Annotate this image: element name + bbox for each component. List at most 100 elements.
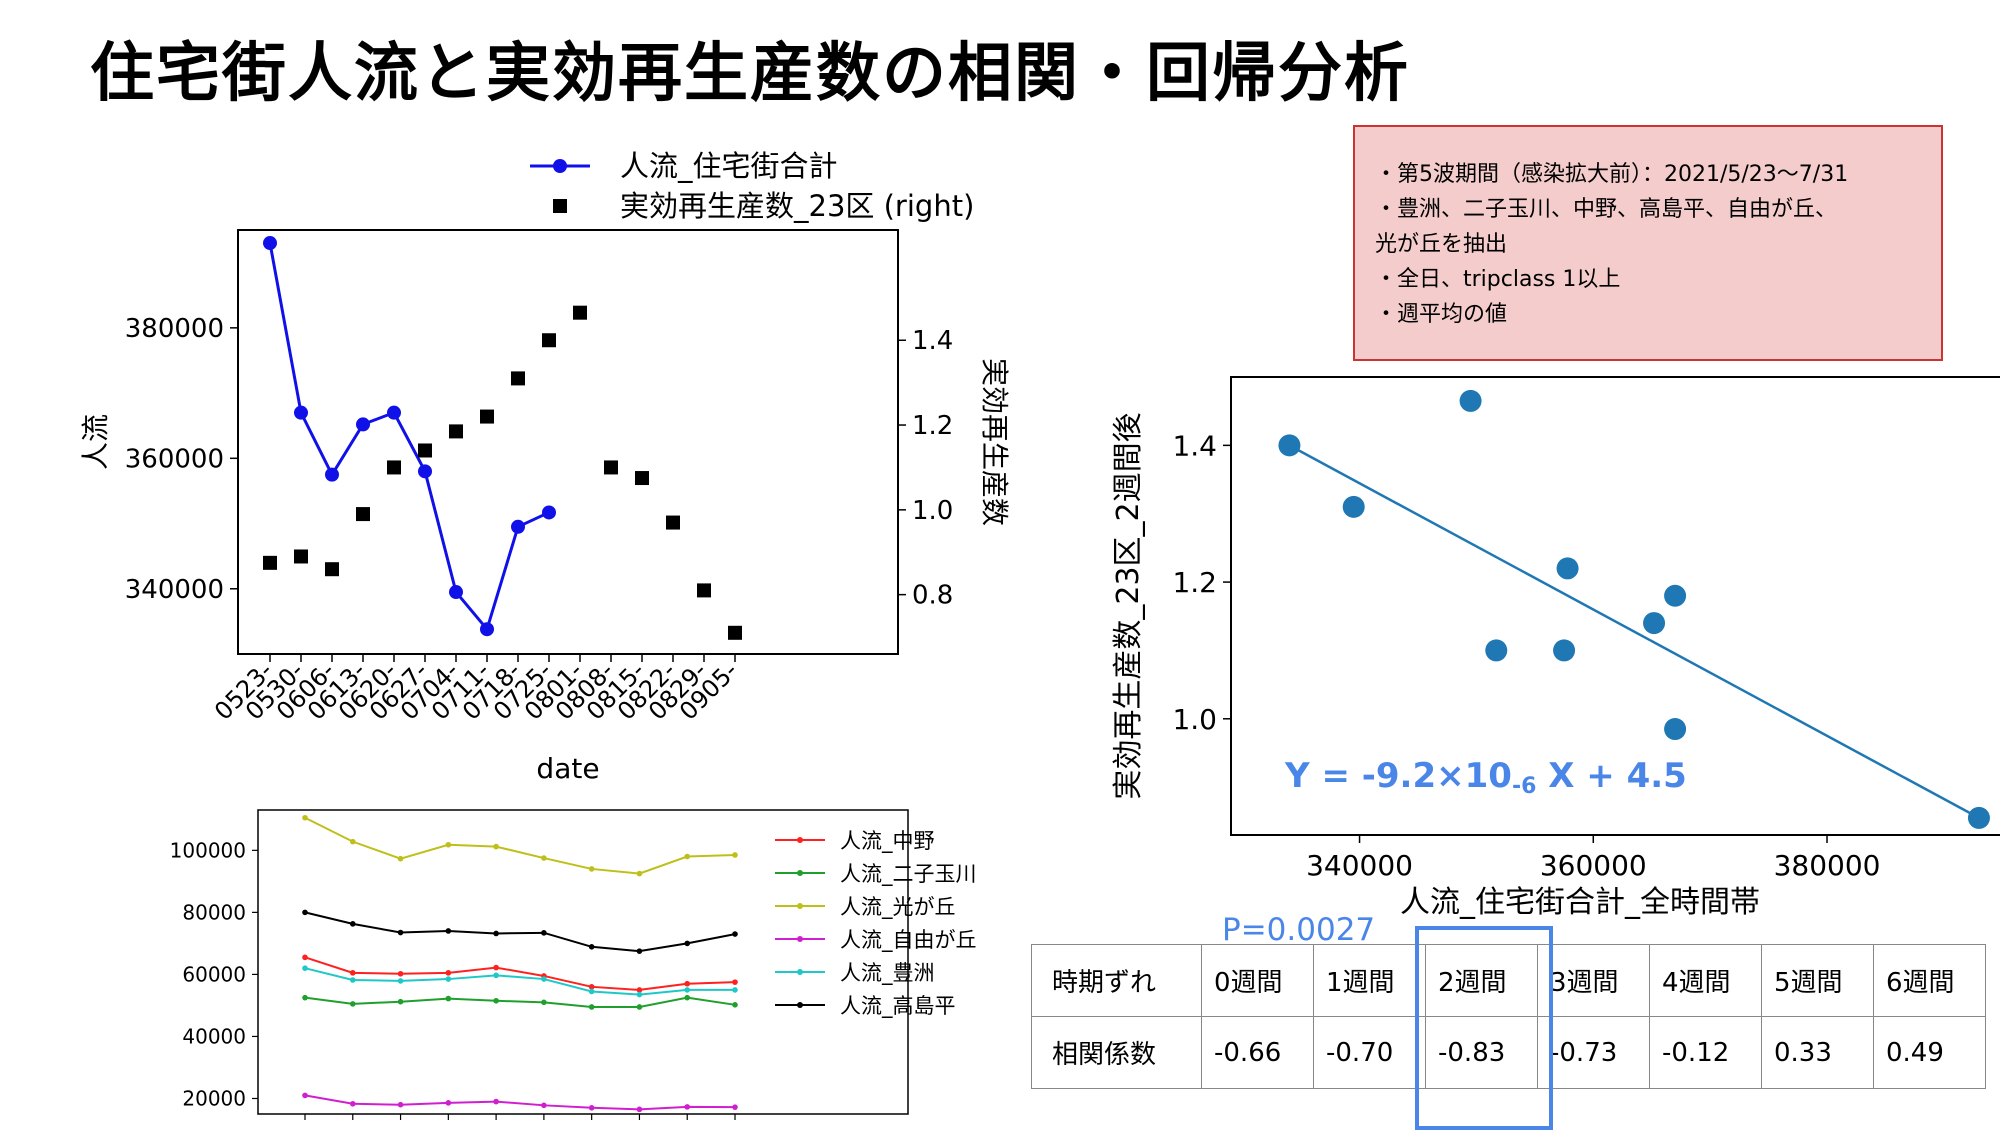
- series-point: [302, 814, 308, 821]
- rt-value-marker: [666, 515, 680, 530]
- y-tick-label: 340000: [125, 575, 224, 605]
- people-flow-point: [418, 464, 432, 479]
- y2-tick-label: 1.4: [912, 326, 953, 356]
- table-row-label: 相関係数: [1031, 1016, 1202, 1089]
- series-point: [493, 843, 499, 850]
- people-flow-point: [294, 405, 308, 420]
- rt-value-marker: [728, 625, 742, 640]
- rt-value-marker: [573, 305, 587, 320]
- correlation-value-cell: -0.12: [1649, 1016, 1762, 1089]
- rt-value-marker: [480, 409, 494, 424]
- rt-value-marker: [542, 333, 556, 348]
- people-flow-point: [263, 236, 277, 251]
- series-point: [302, 909, 308, 916]
- scatter-point: [1553, 639, 1576, 662]
- series-point: [541, 999, 547, 1006]
- scatter-point: [1556, 557, 1579, 580]
- legend-label: 人流_自由が丘: [840, 928, 977, 953]
- people-flow-point: [387, 405, 401, 420]
- note-line: ・第5波期間（感染拡大前）：2021/5/23〜7/31: [1375, 162, 1849, 187]
- analysis-conditions-note: ・第5波期間（感染拡大前）：2021/5/23〜7/31 ・豊洲、二子玉川、中野…: [1353, 125, 1943, 361]
- series-point: [684, 940, 691, 947]
- table-value-row: 相関係数 -0.66 -0.70 -0.83 -0.73 -0.12 0.33 …: [1031, 1016, 1986, 1089]
- people-flow-point: [449, 585, 463, 600]
- legend-label: 人流_二子玉川: [840, 862, 977, 887]
- y2-axis-label: 実効再生産数: [978, 358, 1011, 526]
- legend-swatch-marker: [797, 1002, 803, 1008]
- scatter-point: [1664, 584, 1687, 607]
- series-line: [304, 816, 736, 875]
- y-tick-label: 380000: [125, 314, 224, 344]
- series-point: [493, 972, 499, 979]
- y2-tick-label: 0.8: [912, 581, 953, 611]
- scatter-point: [1664, 718, 1687, 741]
- x-axis-label: 人流_住宅街合計_全時間帯: [1400, 885, 1760, 920]
- series-line-people-flow: [268, 242, 550, 633]
- series-point: [445, 970, 452, 976]
- series-point: [636, 987, 643, 993]
- series-point: [349, 970, 356, 976]
- table-header-label: 時期ずれ: [1031, 944, 1202, 1017]
- legend-label: 人流_光が丘: [840, 895, 956, 920]
- y-tick-label: 40000: [182, 1024, 246, 1048]
- rt-value-marker: [418, 443, 432, 458]
- series-point: [588, 1004, 595, 1010]
- rt-value-marker: [325, 562, 339, 577]
- regression-line: [1288, 444, 1980, 820]
- series-point: [588, 944, 595, 950]
- series-point: [493, 964, 499, 971]
- legend-swatch-marker: [797, 870, 803, 876]
- rt-value-marker: [263, 555, 277, 570]
- series-point: [493, 997, 499, 1004]
- series-point: [732, 979, 738, 985]
- slide-title: 住宅街人流と実効再生産数の相関・回帰分析: [90, 37, 1410, 111]
- series-point: [397, 998, 404, 1005]
- series-line: [304, 996, 736, 1008]
- series-point: [684, 1104, 691, 1110]
- series-point: [541, 930, 547, 936]
- y-tick-label: 20000: [182, 1086, 246, 1110]
- series-line: [304, 967, 735, 996]
- rt-value-marker: [511, 371, 525, 386]
- y-tick-label: 1.0: [1172, 703, 1217, 736]
- series-point: [349, 838, 356, 845]
- people-flow-point: [542, 505, 556, 520]
- legend-label: 人流_豊洲: [840, 961, 935, 986]
- rt-value-marker: [449, 424, 463, 439]
- series-point: [684, 980, 691, 987]
- scatter-point: [1643, 612, 1666, 635]
- people-flow-point: [480, 622, 494, 637]
- lag-correlation-table: 時期ずれ 0週間 1週間 2週間 3週間 4週間 5週間 6週間 相関係数 -0…: [1031, 944, 1986, 1089]
- series-point: [636, 870, 643, 877]
- note-line: ・豊洲、二子玉川、中野、高島平、自由が丘、: [1375, 197, 1838, 222]
- series-point: [445, 995, 452, 1002]
- lag-header-cell: 4週間: [1649, 944, 1762, 1017]
- series-point: [302, 994, 308, 1001]
- lag-header-cell: 6週間: [1873, 944, 1986, 1017]
- scatter-point: [1342, 495, 1365, 518]
- lag-header-cell: 2週間: [1425, 944, 1538, 1017]
- legend-label: 実効再生産数_23区 (right): [620, 189, 974, 223]
- rt-value-marker: [356, 507, 370, 522]
- series-point: [732, 852, 738, 858]
- rt-value-marker: [604, 460, 618, 475]
- x-axis-label: date: [536, 752, 599, 785]
- series-point: [588, 988, 595, 995]
- series-line: [304, 956, 736, 991]
- correlation-value-cell: -0.66: [1201, 1016, 1314, 1089]
- series-point: [684, 853, 691, 860]
- series-point: [636, 948, 643, 954]
- lag-header-cell: 0週間: [1201, 944, 1314, 1017]
- x-tick-label: 340000: [1306, 849, 1413, 882]
- legend-label: 人流_中野: [840, 829, 935, 854]
- series-point: [349, 1001, 356, 1007]
- people-flow-point: [325, 467, 339, 482]
- series-point: [588, 1104, 595, 1111]
- series-point: [445, 976, 452, 982]
- series-point: [302, 954, 308, 961]
- series-point: [445, 928, 452, 934]
- series-point: [349, 921, 356, 927]
- people-flow-point: [511, 519, 525, 534]
- people-flow-point: [356, 417, 370, 432]
- rt-value-marker: [387, 460, 401, 475]
